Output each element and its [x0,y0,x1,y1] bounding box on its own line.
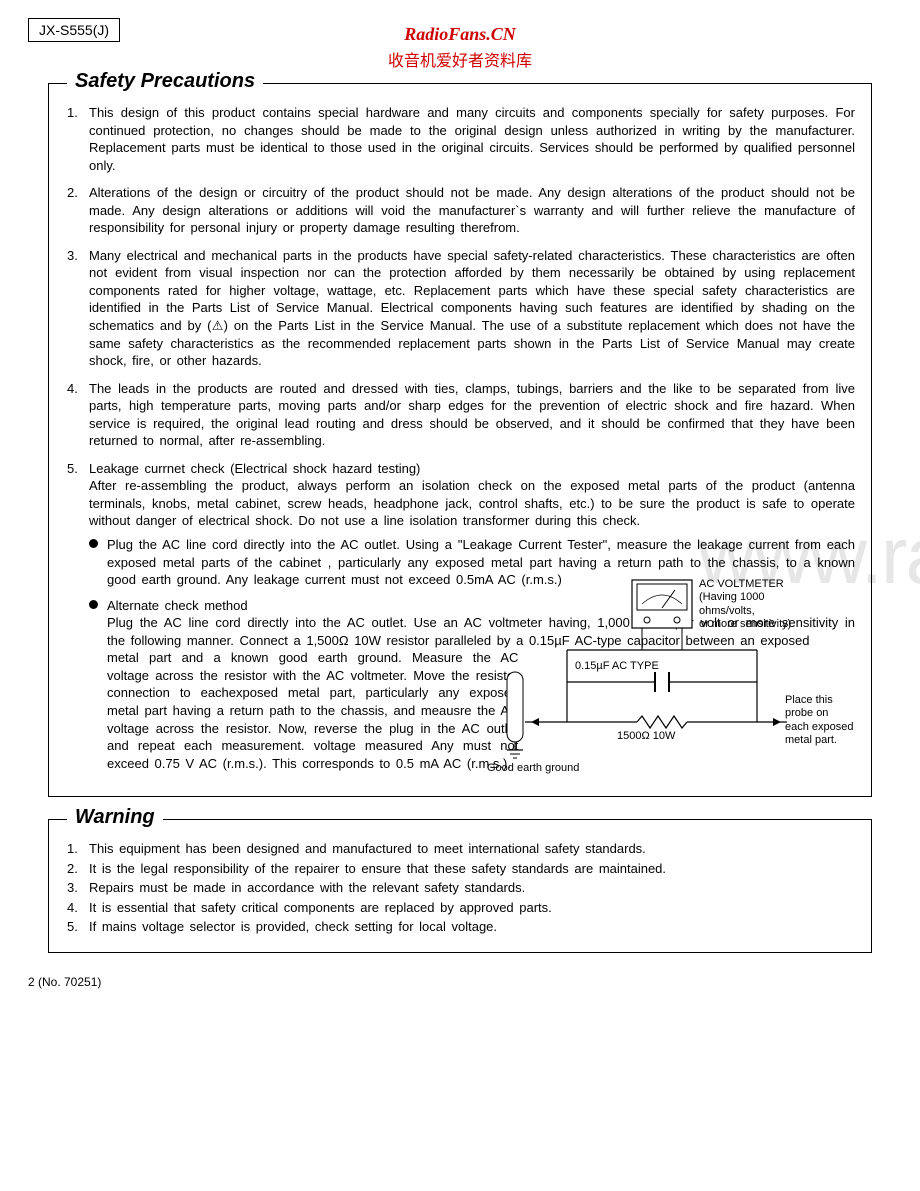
site-subtitle: 收音机爱好者资料库 [48,47,872,71]
safety-item-3: Many electrical and mechanical parts in … [85,247,855,370]
safety-title: Safety Precautions [67,70,263,93]
page-header: RadioFans.CN 收音机爱好者资料库 [48,24,872,71]
warning-list: This equipment has been designed and man… [65,840,855,936]
warning-item-4: It is essential that safety critical com… [85,899,855,917]
diag-ground-label: Good earth ground [487,762,579,775]
safety-item-5-head: Leakage currnet check (Electrical shock … [89,461,420,476]
diag-voltmeter-label: AC VOLTMETER(Having 1000ohms/volts,or mo… [699,578,849,631]
diag-cap-label: 0.15µF AC TYPE [575,660,659,673]
warning-item-3: Repairs must be made in accordance with … [85,879,855,897]
page: JX-S555(J) RadioFans.CN 收音机爱好者资料库 www.ra… [0,0,920,1009]
page-number: 2 (No. 70251) [28,975,872,989]
warning-item-2: It is the legal responsibility of the re… [85,860,855,878]
product-id: JX-S555(J) [28,18,120,42]
warning-item-5: If mains voltage selector is provided, c… [85,918,855,936]
warning-item-1: This equipment has been designed and man… [85,840,855,858]
safety-bullet-2-narrow: metal part and a known good earth ground… [107,649,518,772]
safety-item-5-body: After re-assembling the product, always … [89,478,855,528]
warning-title: Warning [67,806,163,829]
diag-probe-label: Place thisprobe oneach exposedmetal part… [785,694,865,747]
safety-bullet-2-head: Alternate check method [107,598,248,613]
safety-item-1: This design of this product contains spe… [85,104,855,174]
safety-item-4: The leads in the products are routed and… [85,380,855,450]
leakage-test-diagram: AC VOLTMETER(Having 1000ohms/volts,or mo… [487,572,857,782]
site-title: RadioFans.CN [48,24,872,45]
warning-section: Warning This equipment has been designed… [48,819,872,953]
diag-resistor-label: 1500Ω 10W [617,730,675,743]
safety-section: Safety Precautions This design of this p… [48,83,872,797]
safety-item-2: Alterations of the design or circuitry o… [85,184,855,237]
